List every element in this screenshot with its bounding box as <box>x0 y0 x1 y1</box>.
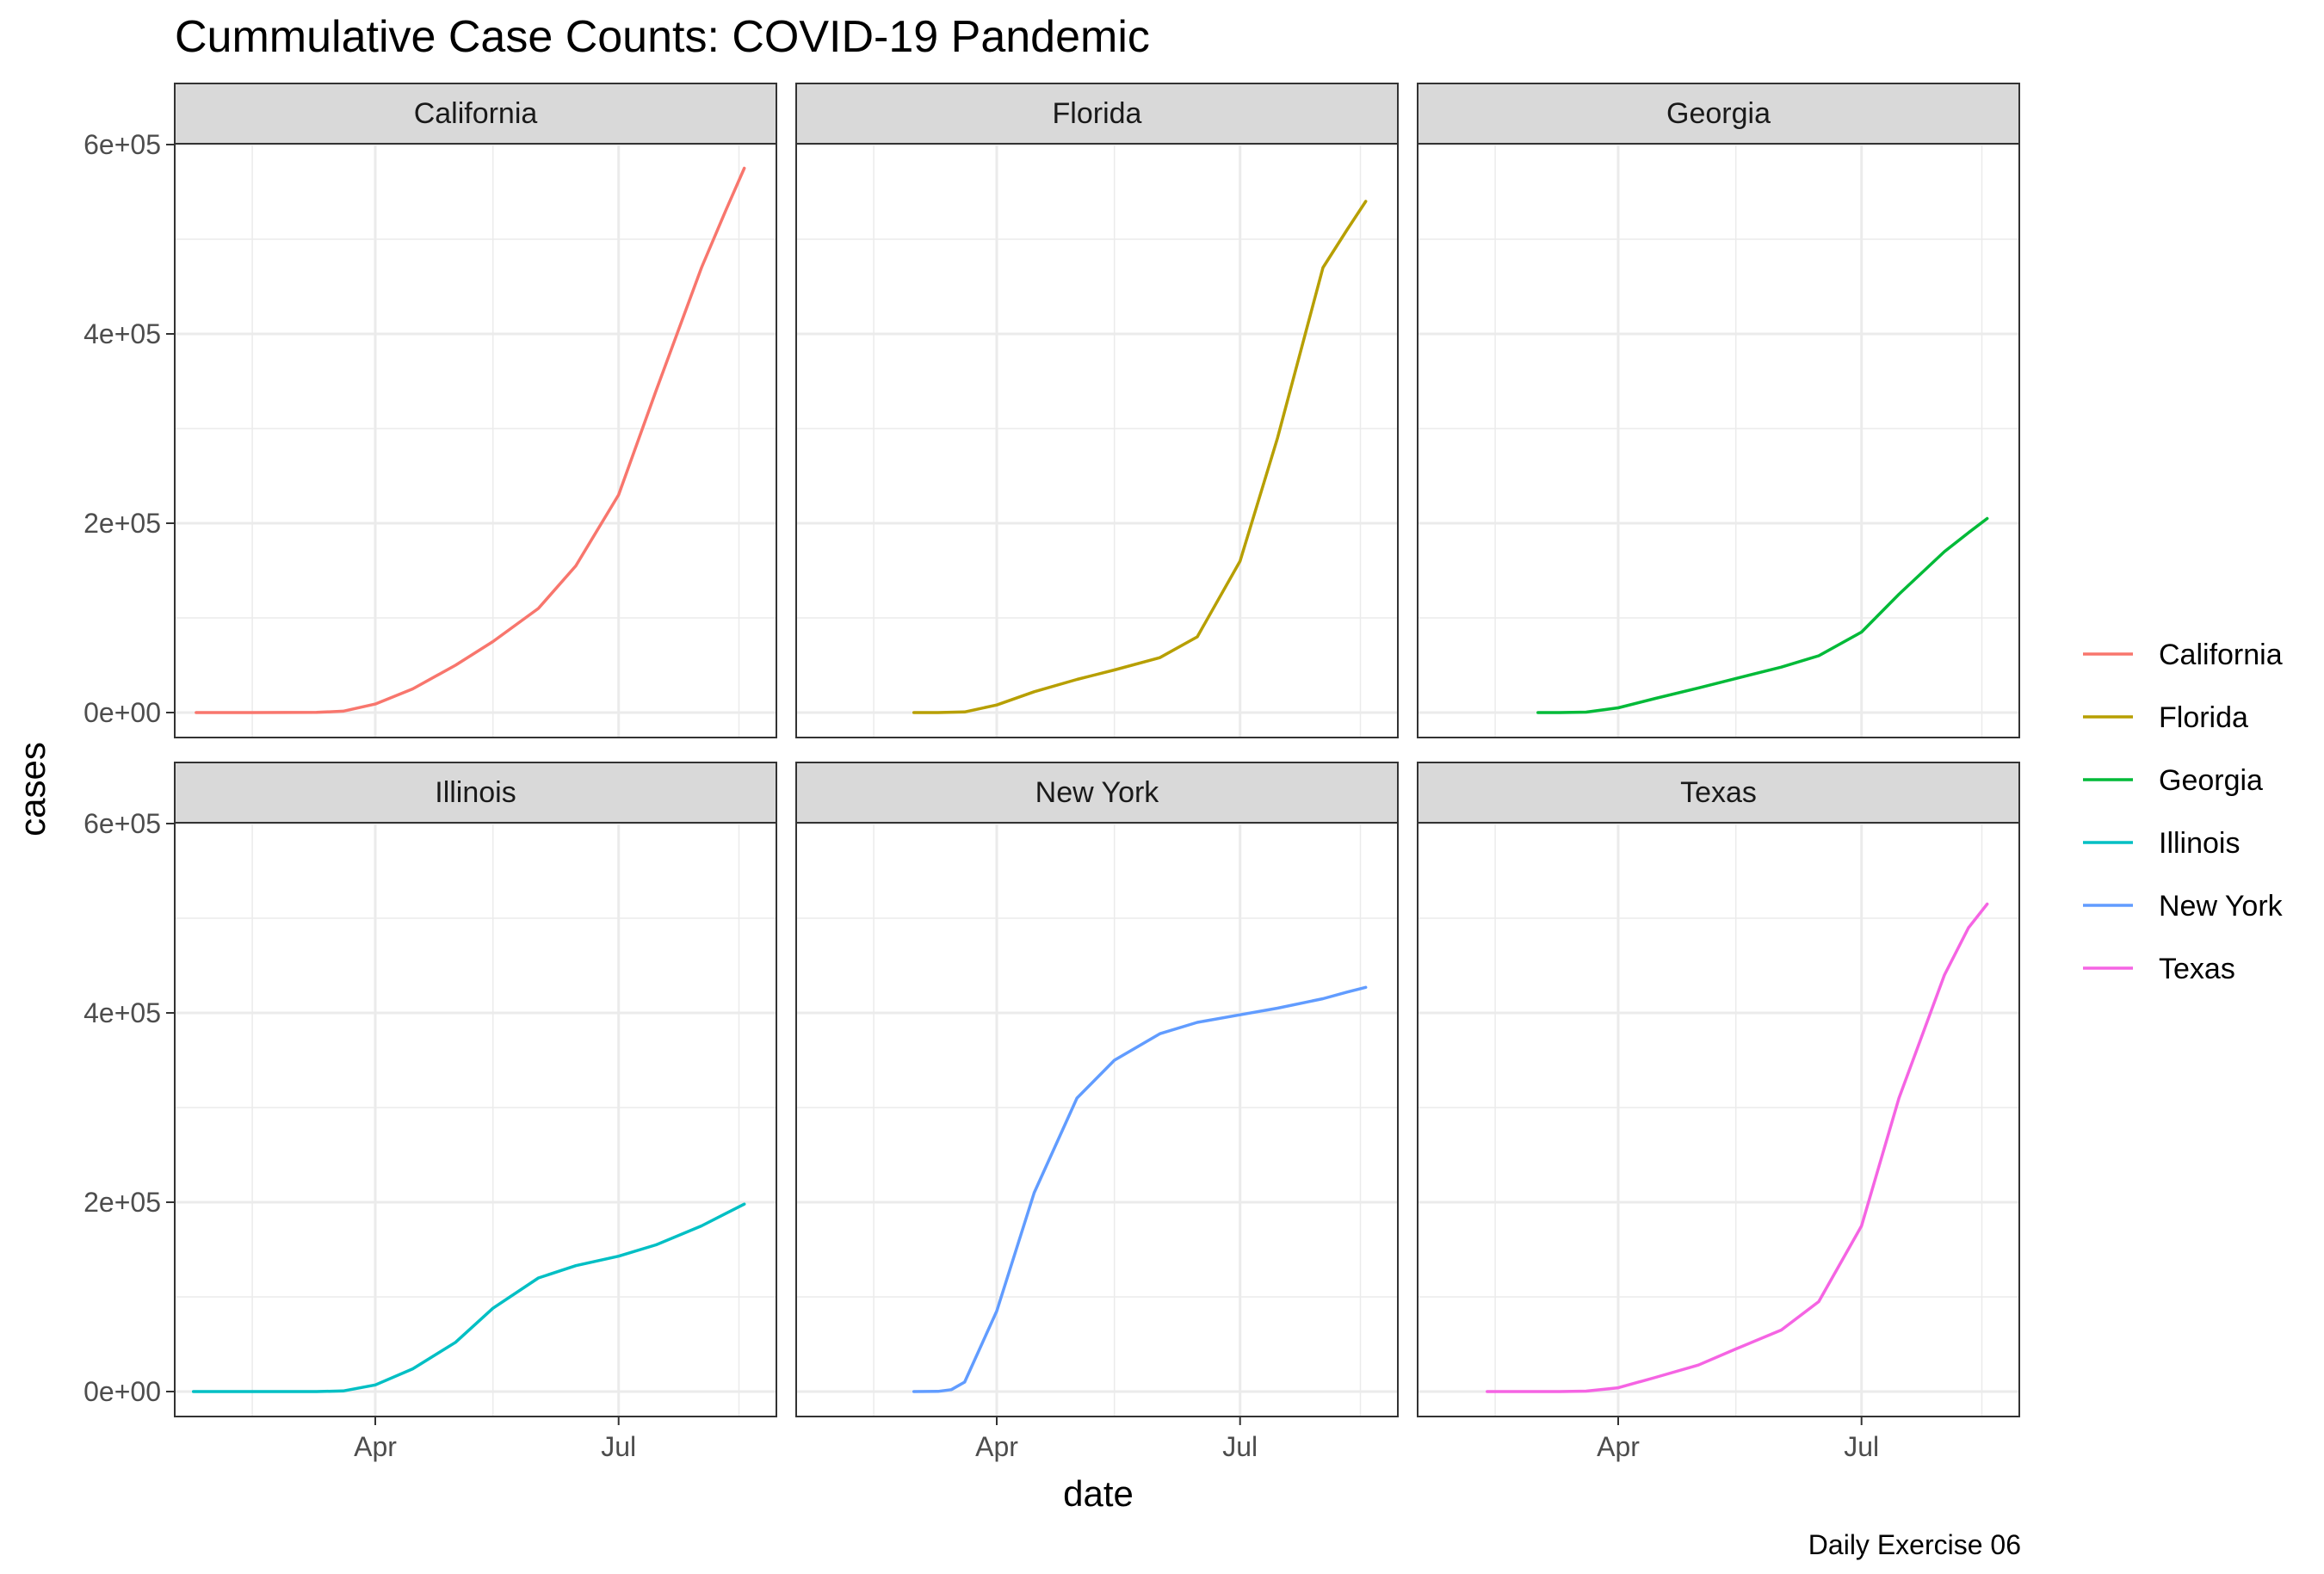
x-tick-label: Jul <box>1844 1431 1879 1462</box>
legend-label: Florida <box>2159 701 2248 734</box>
x-tick-label: Jul <box>1222 1431 1258 1462</box>
series-line-georgia <box>1536 516 1989 714</box>
legend-item-georgia: Georgia <box>2083 764 2263 797</box>
legend: California Florida Georgia Illinois New York… <box>2083 639 2284 985</box>
legend-item-illinois: Illinois <box>2083 827 2240 860</box>
y-tick-label: 6e+05 <box>83 129 161 160</box>
legend-item-florida: Florida <box>2083 701 2248 734</box>
facet-panel-georgia: Georgia <box>1417 83 2020 738</box>
y-axis-title: cases <box>12 742 53 836</box>
x-tick-label: Apr <box>1597 1431 1640 1462</box>
facet-strip <box>174 83 777 145</box>
panel-background <box>175 823 776 1417</box>
series-line-illinois <box>191 1202 746 1393</box>
x-tick-label: Apr <box>975 1431 1018 1462</box>
y-tick-label: 4e+05 <box>83 318 161 349</box>
series-line-new-york <box>912 985 1368 1393</box>
panel-background <box>1418 823 2019 1417</box>
legend-item-new-york: New York <box>2083 890 2284 923</box>
facet-label: Georgia <box>1666 97 1771 130</box>
facet-panel-texas: Texas <box>1417 762 2020 1417</box>
y-tick-label: 2e+05 <box>83 1187 161 1218</box>
facet-strip <box>1417 762 2020 824</box>
series-line-florida <box>912 200 1368 714</box>
facet-label: Illinois <box>435 776 516 809</box>
facet-strip <box>795 83 1399 145</box>
facet-strip <box>795 762 1399 824</box>
x-tick-label: Apr <box>354 1431 397 1462</box>
y-tick-label: 0e+00 <box>83 697 161 728</box>
legend-label: New York <box>2159 890 2284 923</box>
y-tick-label: 2e+05 <box>83 508 161 539</box>
axes: 0e+00 2e+05 4e+05 6e+05 0e+00 2e+05 4e+05 6e+05… <box>83 129 1879 1462</box>
legend-item-california: California <box>2083 639 2283 671</box>
facet-strip <box>174 762 777 824</box>
x-axis-title: date <box>1063 1473 1134 1514</box>
y-tick-label: 6e+05 <box>83 808 161 839</box>
facet-panel-california: California <box>174 83 777 738</box>
x-tick-label: Jul <box>601 1431 636 1462</box>
facet-panel-new-york: New York <box>795 762 1399 1417</box>
panel-background <box>175 144 776 738</box>
legend-label: Illinois <box>2159 827 2240 860</box>
facet-strip <box>1417 83 2020 145</box>
series-line-texas <box>1486 902 1989 1393</box>
facet-label: California <box>414 97 538 130</box>
facet-panel-florida: Florida <box>795 83 1399 738</box>
chart-title: Cummulative Case Counts: COVID-19 Pandem… <box>175 12 1150 62</box>
legend-label: Texas <box>2159 953 2235 985</box>
legend-item-texas: Texas <box>2083 953 2235 985</box>
legend-label: California <box>2159 639 2283 671</box>
y-tick-label: 4e+05 <box>83 997 161 1028</box>
panel-background <box>796 823 1398 1417</box>
panel-background <box>1418 144 2019 738</box>
panel-background <box>796 144 1398 738</box>
facet-panel-illinois: Illinois <box>174 762 777 1417</box>
caption: Daily Exercise 06 <box>1808 1529 2021 1560</box>
legend-label: Georgia <box>2159 764 2263 797</box>
facet-label: Florida <box>1053 97 1142 130</box>
series-line-california <box>195 166 746 714</box>
facet-label: New York <box>1035 776 1160 809</box>
y-tick-label: 0e+00 <box>83 1376 161 1407</box>
facet-panels: California Florida Georgia Illinois New York… <box>174 83 2020 1417</box>
facet-label: Texas <box>1680 776 1757 809</box>
